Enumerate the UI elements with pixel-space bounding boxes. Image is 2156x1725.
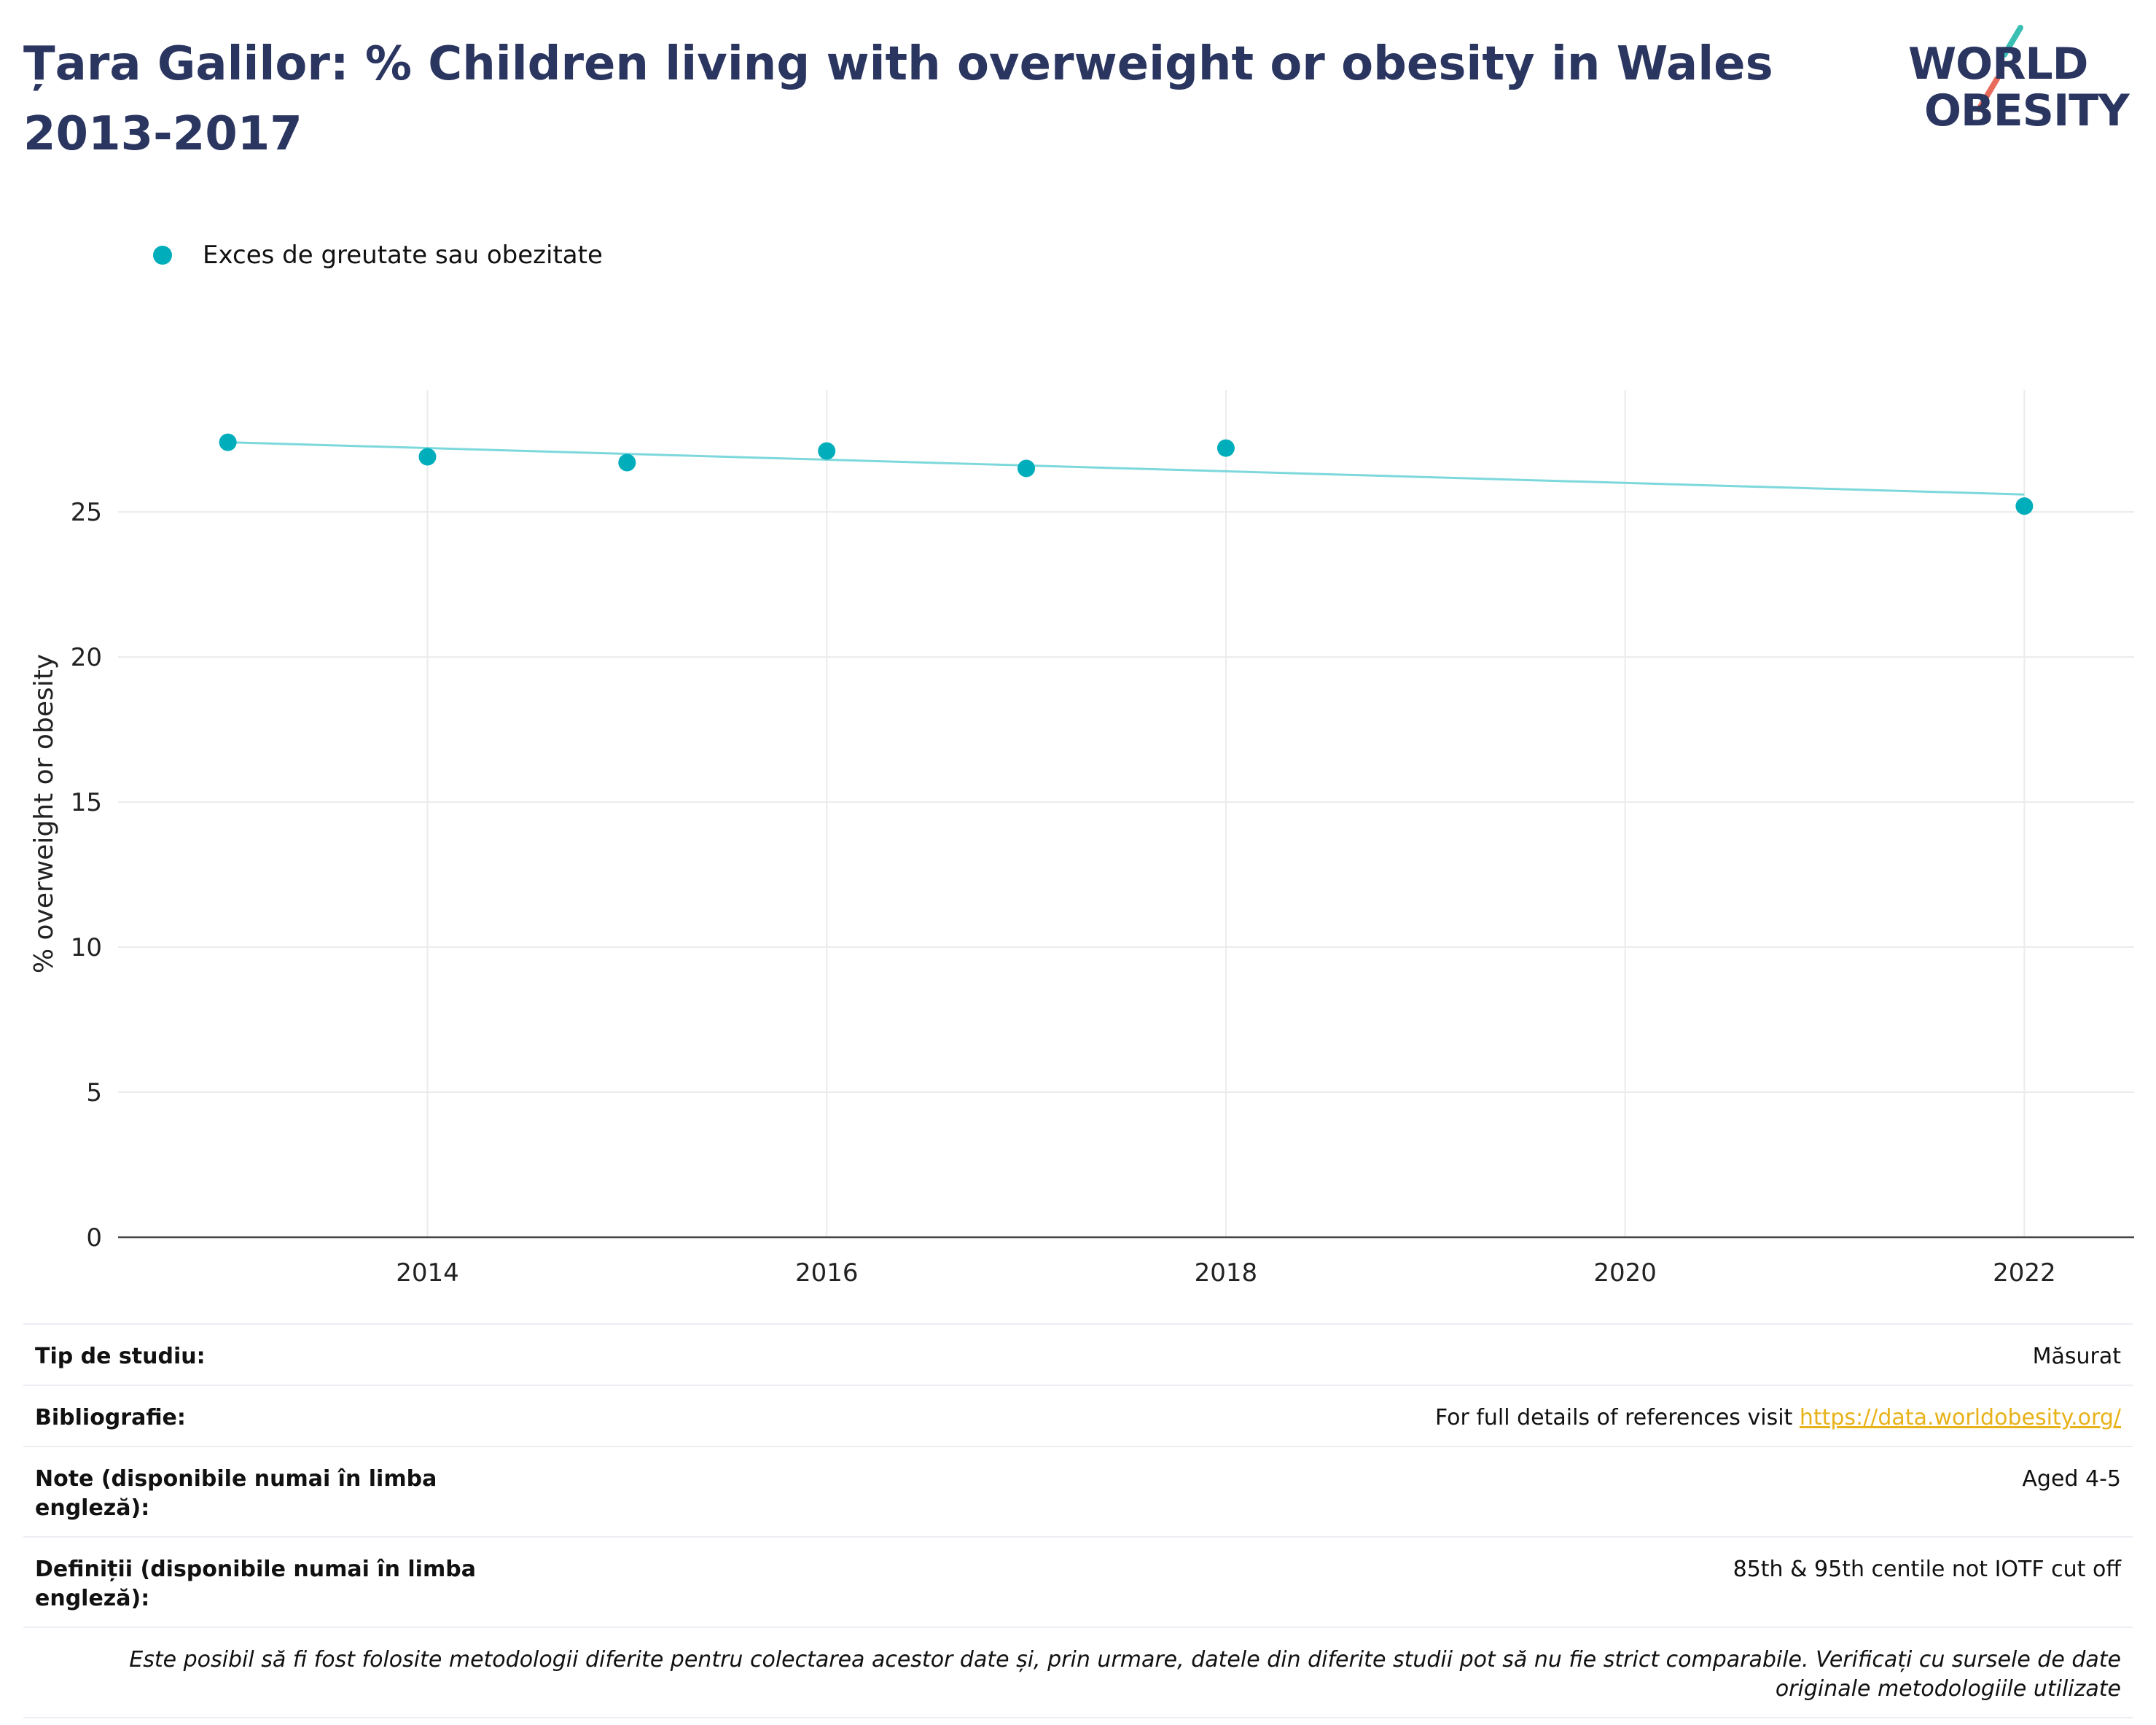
definitions-label: Definiții (disponibile numai în limba en… (35, 1557, 476, 1611)
logo-slash-icon (1976, 25, 2023, 112)
y-tick-label: 10 (71, 933, 102, 962)
study-type-value: Măsurat (2032, 1344, 2121, 1369)
data-point (219, 433, 237, 451)
data-point (618, 453, 636, 472)
world-obesity-logo: WORLD OBESITY (1895, 22, 2143, 153)
y-tick-label: 25 (71, 498, 102, 527)
metadata-table: Tip de studiu: Măsurat Bibliografie: For… (23, 1323, 2133, 1718)
legend-marker (153, 246, 172, 265)
axis-labels: 0 5 10 15 20 25 2014 2016 2018 2020 2022 % overweig… (29, 498, 2056, 1288)
y-tick-label: 20 (71, 643, 102, 672)
y-tick-label: 5 (86, 1078, 102, 1107)
logo-word-world: WORLD (1908, 39, 2088, 90)
chart-title: Țara Galilor: % Children living with ove… (23, 37, 1773, 161)
x-tick-label: 2016 (795, 1258, 859, 1288)
y-tick-label: 15 (71, 788, 102, 817)
trendline-group (227, 441, 2025, 496)
x-tick-label: 2014 (396, 1258, 459, 1288)
logo-word-obesity: OBESITY (1924, 85, 2130, 136)
logo-red-slash (1976, 76, 2000, 112)
data-points (219, 433, 2034, 515)
definitions-value: 85th & 95th centile not IOTF cut off (1733, 1557, 2121, 1582)
data-point (1216, 439, 1235, 457)
notes-value: Aged 4-5 (2022, 1466, 2121, 1492)
meta-row-notes: Note (disponibile numai în limba engleză… (23, 1447, 2133, 1538)
trendline (227, 441, 2025, 496)
x-tick-label: 2020 (1593, 1258, 1657, 1288)
chart-legend: Exces de greutate sau obezitate (153, 241, 603, 270)
bibliography-value: For full details of references visit htt… (1435, 1403, 2121, 1433)
bibliography-label: Bibliografie: (35, 1405, 186, 1430)
data-point (418, 448, 437, 466)
meta-row-disclaimer: Este posibil să fi fost folosite metodol… (23, 1628, 2133, 1718)
y-axis-title: % overweight or obesity (29, 654, 59, 973)
meta-row-definitions: Definiții (disponibile numai în limba en… (23, 1538, 2133, 1628)
data-point (818, 442, 836, 460)
logo-teal-slash (2001, 25, 2023, 58)
bibliography-link[interactable]: https://data.worldobesity.org/ (1799, 1405, 2121, 1430)
legend-label: Exces de greutate sau obezitate (203, 241, 603, 270)
data-point (1018, 459, 1036, 478)
disclaimer-text: Este posibil să fi fost folosite metodol… (129, 1647, 2121, 1702)
study-type-label: Tip de studiu: (35, 1344, 206, 1369)
notes-label: Note (disponibile numai în limba engleză… (35, 1466, 437, 1521)
gridlines (118, 390, 2134, 1237)
x-tick-label: 2022 (1993, 1258, 2056, 1288)
chart-area: 0 5 10 15 20 25 2014 2016 2018 2020 2022 % overweig… (29, 390, 2134, 1288)
meta-row-study-type: Tip de studiu: Măsurat (23, 1325, 2133, 1386)
y-tick-label: 0 (86, 1223, 102, 1253)
meta-row-bibliography: Bibliografie: For full details of refere… (23, 1386, 2133, 1447)
bibliography-text: For full details of references visit (1434, 1405, 1800, 1430)
x-tick-label: 2018 (1195, 1258, 1258, 1288)
data-point (2015, 497, 2034, 515)
